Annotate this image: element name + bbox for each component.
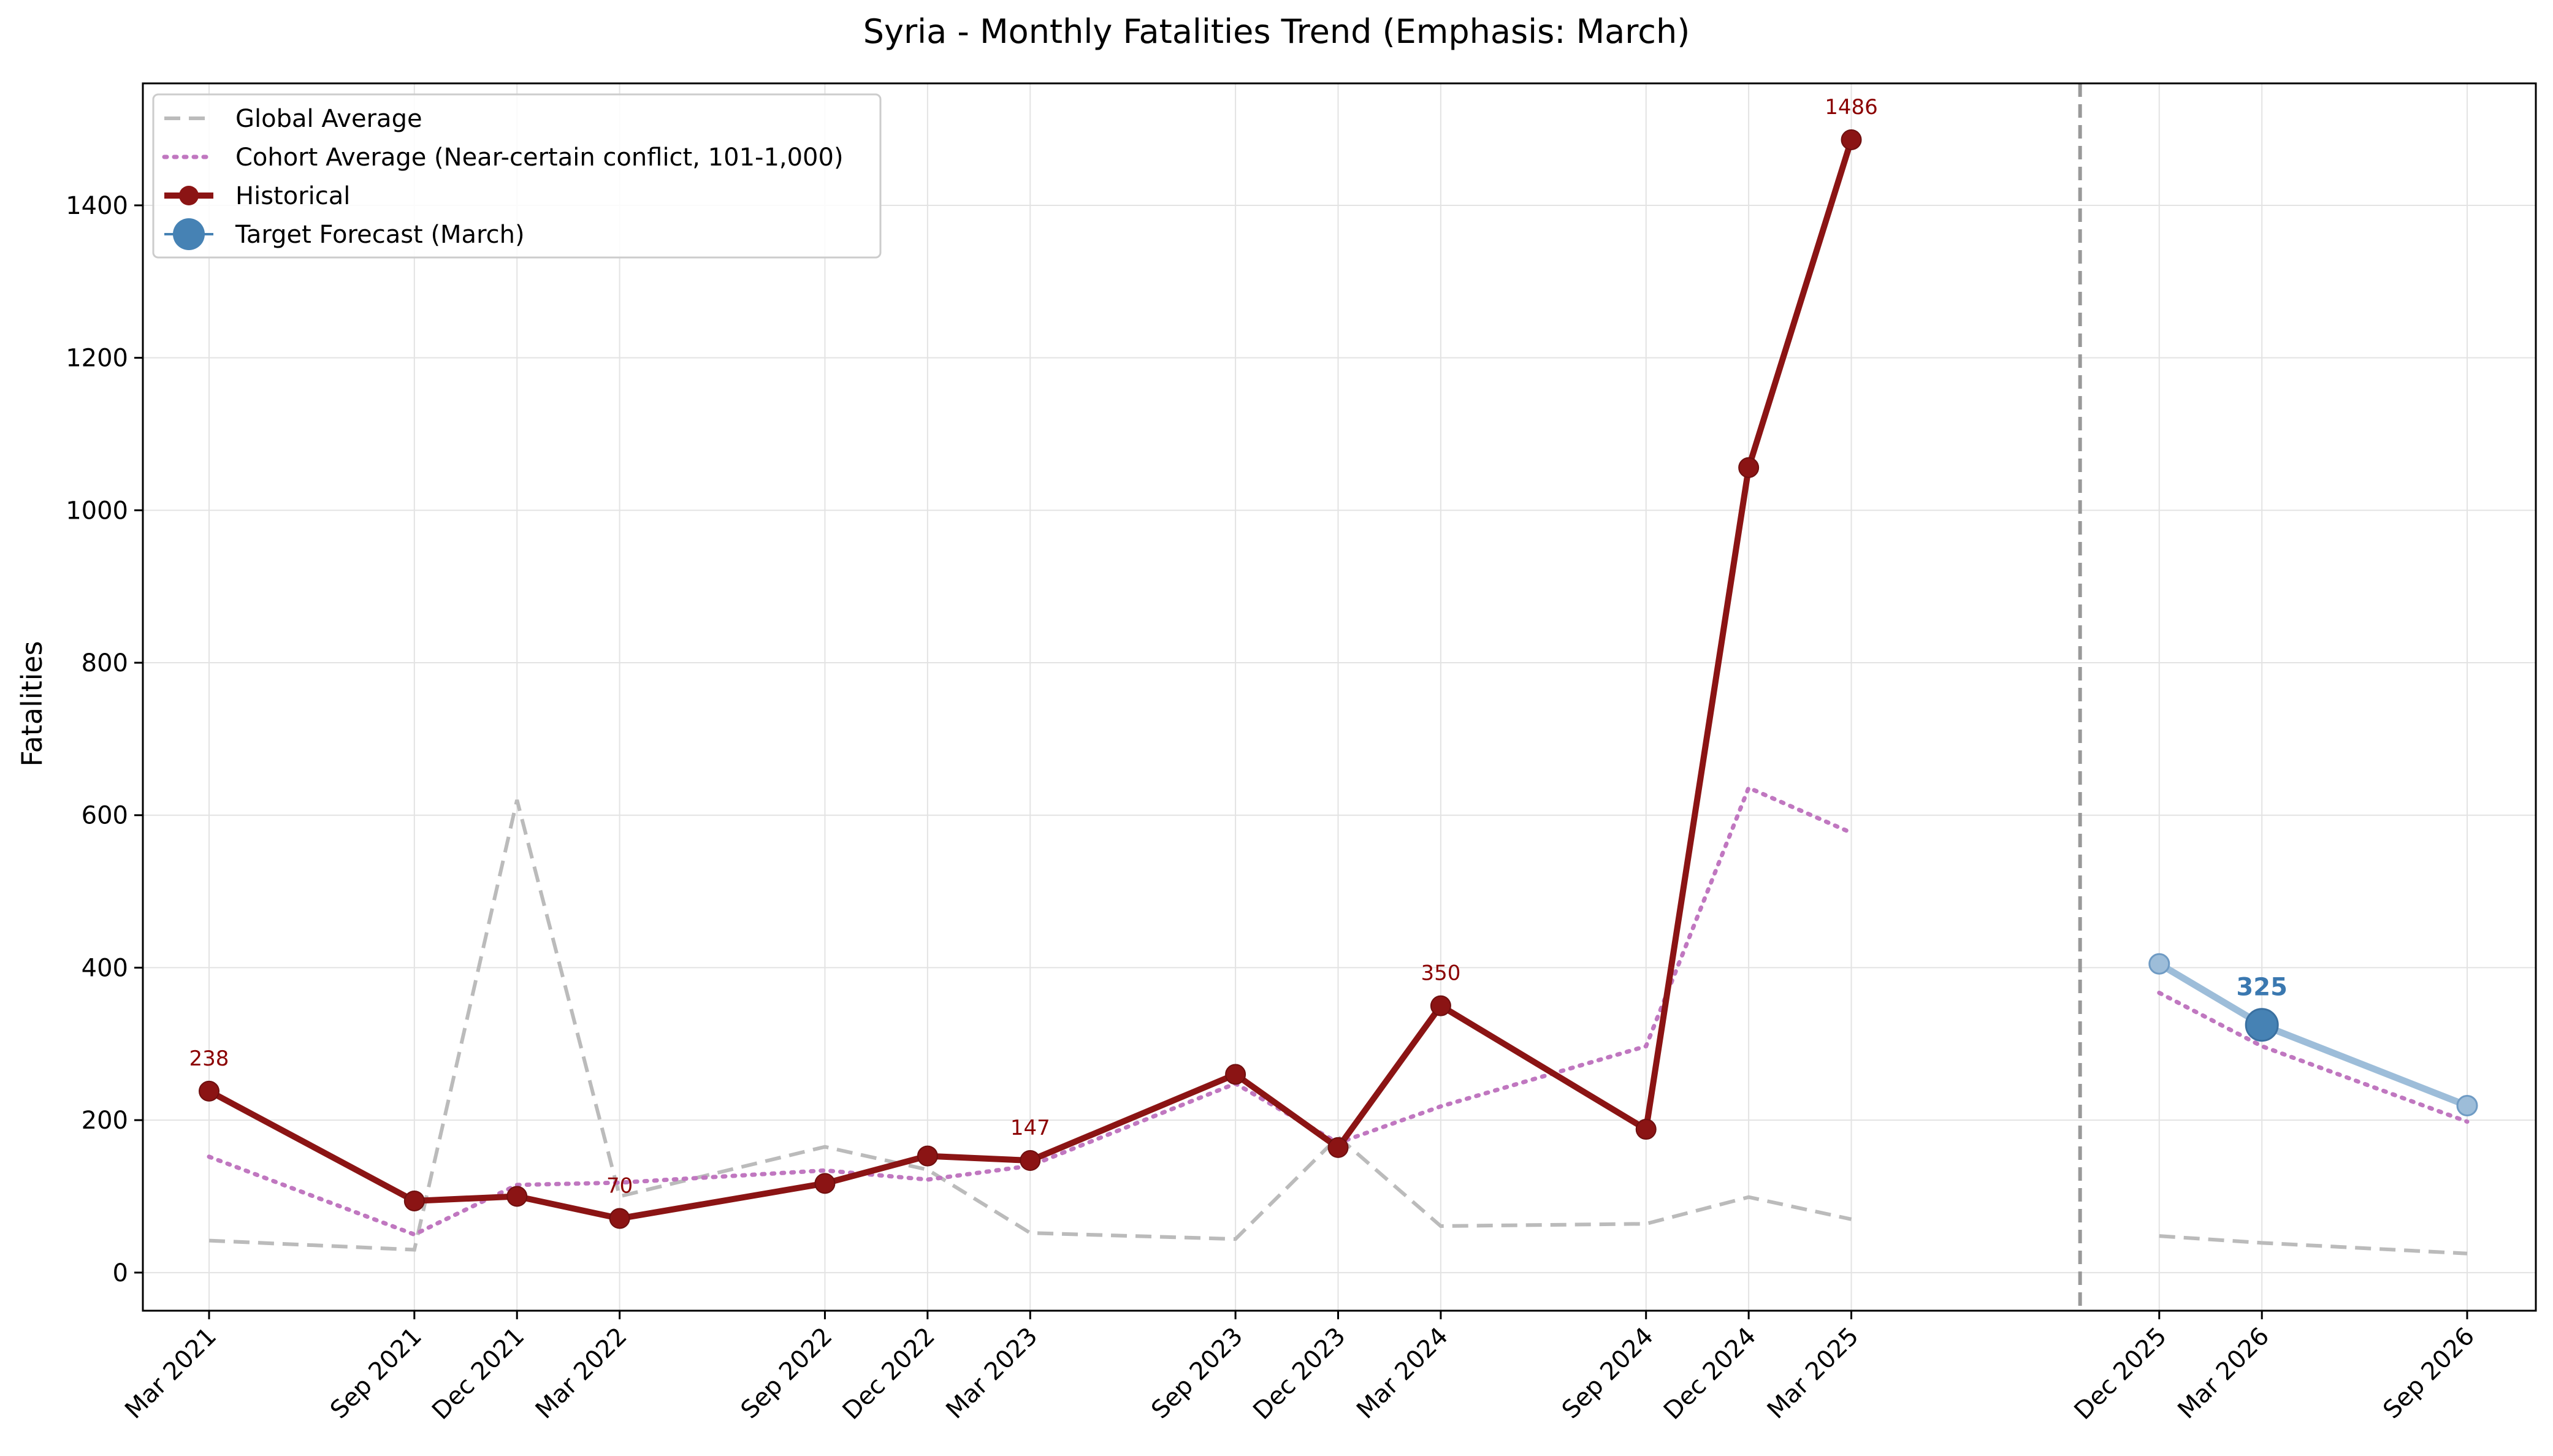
historical-point (1225, 1064, 1246, 1085)
y-tick-label: 800 (82, 649, 128, 677)
historical-point (403, 1190, 425, 1211)
historical-point (917, 1145, 938, 1167)
forecast-point (2148, 953, 2170, 975)
global-average-line (2159, 1234, 2468, 1256)
historical-point (1738, 457, 1760, 478)
historical-point (199, 1080, 219, 1102)
data-label: 1486 (1825, 95, 1878, 120)
legend-label: Global Average (235, 105, 422, 133)
legend-label: Historical (235, 182, 350, 210)
global-average-line (208, 799, 1852, 1252)
y-tick-label: 400 (82, 954, 128, 982)
historical-point (1020, 1150, 1041, 1172)
historical-point (814, 1173, 836, 1194)
historical-point (609, 1208, 630, 1229)
legend-historical-marker (179, 186, 199, 205)
y-tick-label: 1400 (66, 192, 128, 220)
data-label: 147 (1010, 1116, 1050, 1140)
forecast-point (2456, 1095, 2478, 1117)
legend-label: Cohort Average (Near-certain conflict, 1… (235, 143, 844, 172)
legend-label: Target Forecast (March) (235, 221, 525, 249)
historical-point (1430, 995, 1451, 1016)
historical-point (506, 1186, 528, 1207)
legend: Global Average Cohort Average (Near-certa… (152, 93, 882, 259)
y-tick-label: 600 (82, 802, 128, 830)
data-label: 350 (1421, 961, 1460, 986)
y-tick-label: 1200 (66, 345, 128, 373)
plot-frame (142, 82, 2537, 1312)
cohort-average-line (2157, 990, 2470, 1124)
y-tick-label: 1000 (66, 497, 128, 525)
y-tick-label: 200 (82, 1107, 128, 1135)
y-axis-label: Fatalities (15, 641, 48, 766)
series-markers (199, 129, 2478, 1229)
y-tick-label: 0 (113, 1259, 128, 1287)
data-label: 238 (189, 1046, 229, 1071)
cohort-average-line (207, 785, 1854, 1237)
historical-point (1841, 129, 1862, 151)
historical-point (1327, 1137, 1349, 1158)
legend-box (152, 93, 882, 259)
data-labels: 238 70 147 350 1486 325 (189, 95, 2288, 1199)
target-forecast-point (2245, 1008, 2279, 1042)
historical-point (1635, 1119, 1657, 1140)
chart-title: Syria - Monthly Fatalities Trend (Emphas… (863, 12, 1690, 51)
legend-forecast-marker (173, 218, 205, 250)
data-label: 70 (606, 1174, 633, 1199)
data-label: 325 (2236, 974, 2288, 1002)
